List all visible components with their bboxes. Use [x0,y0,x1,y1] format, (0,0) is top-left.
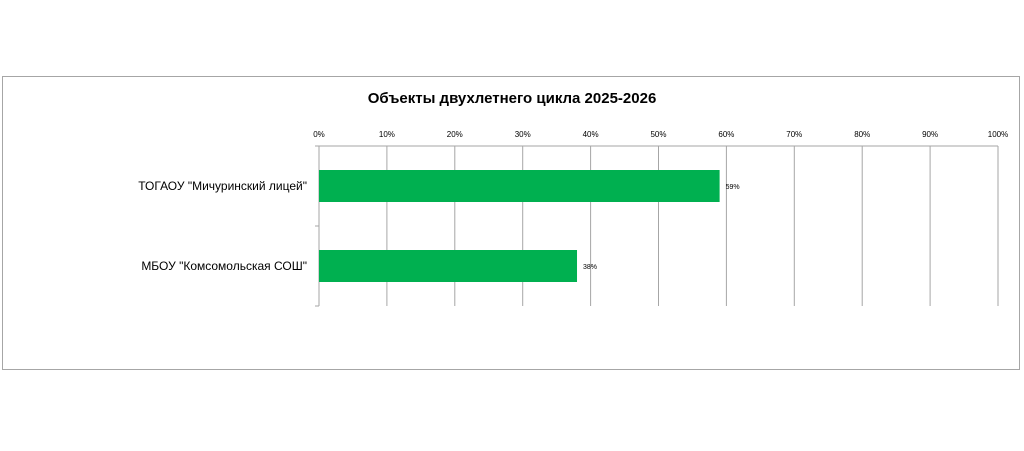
x-tick-label: 10% [379,130,395,139]
x-tick-label: 30% [515,130,531,139]
category-label: ТОГАОУ "Мичуринский лицей" [138,179,307,193]
x-tick-label: 90% [922,130,938,139]
x-tick-label: 60% [718,130,734,139]
chart-title: Объекты двухлетнего цикла 2025-2026 [367,90,657,107]
chart-frame [2,76,1020,370]
bar [319,170,720,202]
x-tick-label: 0% [313,130,325,139]
data-label: 59% [726,184,740,191]
x-tick-label: 100% [988,130,1008,139]
data-label: 38% [583,264,597,271]
bar [319,250,578,282]
x-tick-label: 50% [650,130,666,139]
x-tick-label: 70% [786,130,802,139]
category-label: МБОУ "Комсомольская СОШ" [141,259,307,273]
x-tick-label: 40% [583,130,599,139]
x-tick-label: 20% [447,130,463,139]
x-tick-label: 80% [854,130,870,139]
